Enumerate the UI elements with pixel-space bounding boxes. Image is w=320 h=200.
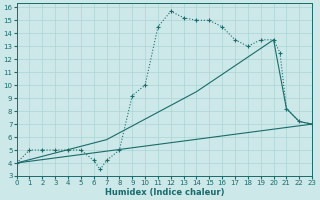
X-axis label: Humidex (Indice chaleur): Humidex (Indice chaleur) bbox=[105, 188, 224, 197]
